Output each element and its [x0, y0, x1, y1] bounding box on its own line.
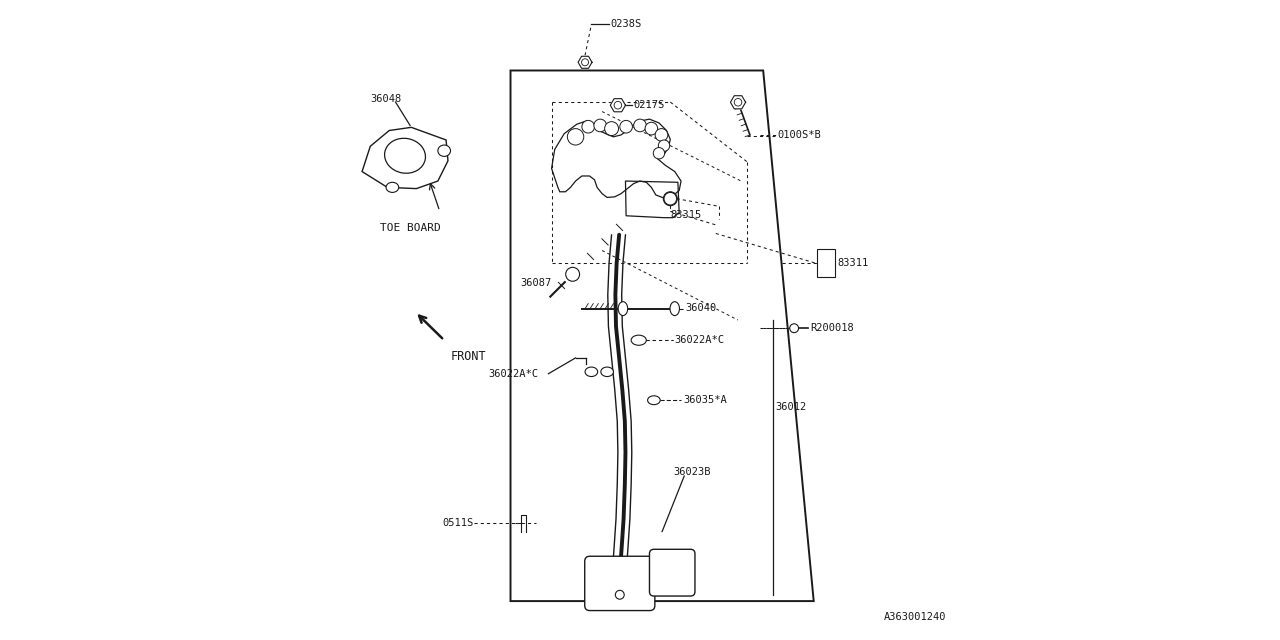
Text: 36012: 36012 — [776, 401, 806, 412]
Text: FRONT: FRONT — [451, 349, 486, 363]
Circle shape — [616, 590, 625, 599]
Ellipse shape — [585, 367, 598, 376]
Ellipse shape — [618, 301, 627, 316]
Ellipse shape — [600, 367, 613, 376]
Text: 36022A*C: 36022A*C — [489, 369, 539, 379]
Text: 0217S: 0217S — [634, 100, 664, 110]
FancyBboxPatch shape — [585, 556, 655, 611]
Ellipse shape — [631, 335, 646, 345]
Circle shape — [581, 59, 589, 66]
Text: 36023B: 36023B — [673, 467, 710, 477]
Bar — [817, 249, 835, 277]
Circle shape — [566, 268, 580, 281]
Circle shape — [653, 148, 664, 159]
Text: 83315: 83315 — [671, 209, 701, 220]
Circle shape — [620, 120, 632, 133]
Ellipse shape — [387, 182, 398, 193]
Ellipse shape — [669, 301, 680, 316]
Text: 83311: 83311 — [837, 258, 868, 268]
Ellipse shape — [384, 138, 425, 173]
Circle shape — [397, 147, 412, 162]
Text: 0100S*B: 0100S*B — [777, 130, 820, 140]
Circle shape — [604, 122, 618, 136]
Text: 36087: 36087 — [520, 278, 552, 289]
Text: 36022A*C: 36022A*C — [675, 335, 724, 345]
Text: 36040: 36040 — [686, 303, 717, 313]
Ellipse shape — [438, 145, 451, 156]
Circle shape — [594, 119, 607, 132]
Circle shape — [664, 193, 677, 205]
Text: 36048: 36048 — [370, 94, 402, 104]
Circle shape — [663, 192, 677, 205]
Polygon shape — [579, 56, 591, 68]
Text: 36035*A: 36035*A — [684, 395, 727, 404]
Polygon shape — [362, 127, 448, 189]
Text: TOE BOARD: TOE BOARD — [380, 223, 440, 234]
Circle shape — [567, 129, 584, 145]
Circle shape — [645, 122, 658, 135]
Text: 0511S: 0511S — [443, 518, 474, 529]
Polygon shape — [611, 99, 626, 112]
Circle shape — [634, 119, 646, 132]
Circle shape — [655, 129, 668, 141]
Circle shape — [388, 183, 397, 192]
Ellipse shape — [648, 396, 660, 404]
Polygon shape — [731, 96, 746, 109]
Text: A363001240: A363001240 — [884, 612, 946, 622]
Circle shape — [735, 99, 742, 106]
Text: R200018: R200018 — [810, 323, 854, 333]
Circle shape — [582, 120, 594, 133]
Circle shape — [658, 140, 669, 151]
Circle shape — [790, 324, 799, 333]
FancyBboxPatch shape — [649, 549, 695, 596]
Circle shape — [440, 147, 448, 155]
Text: 0238S: 0238S — [611, 19, 641, 29]
Circle shape — [614, 102, 622, 109]
